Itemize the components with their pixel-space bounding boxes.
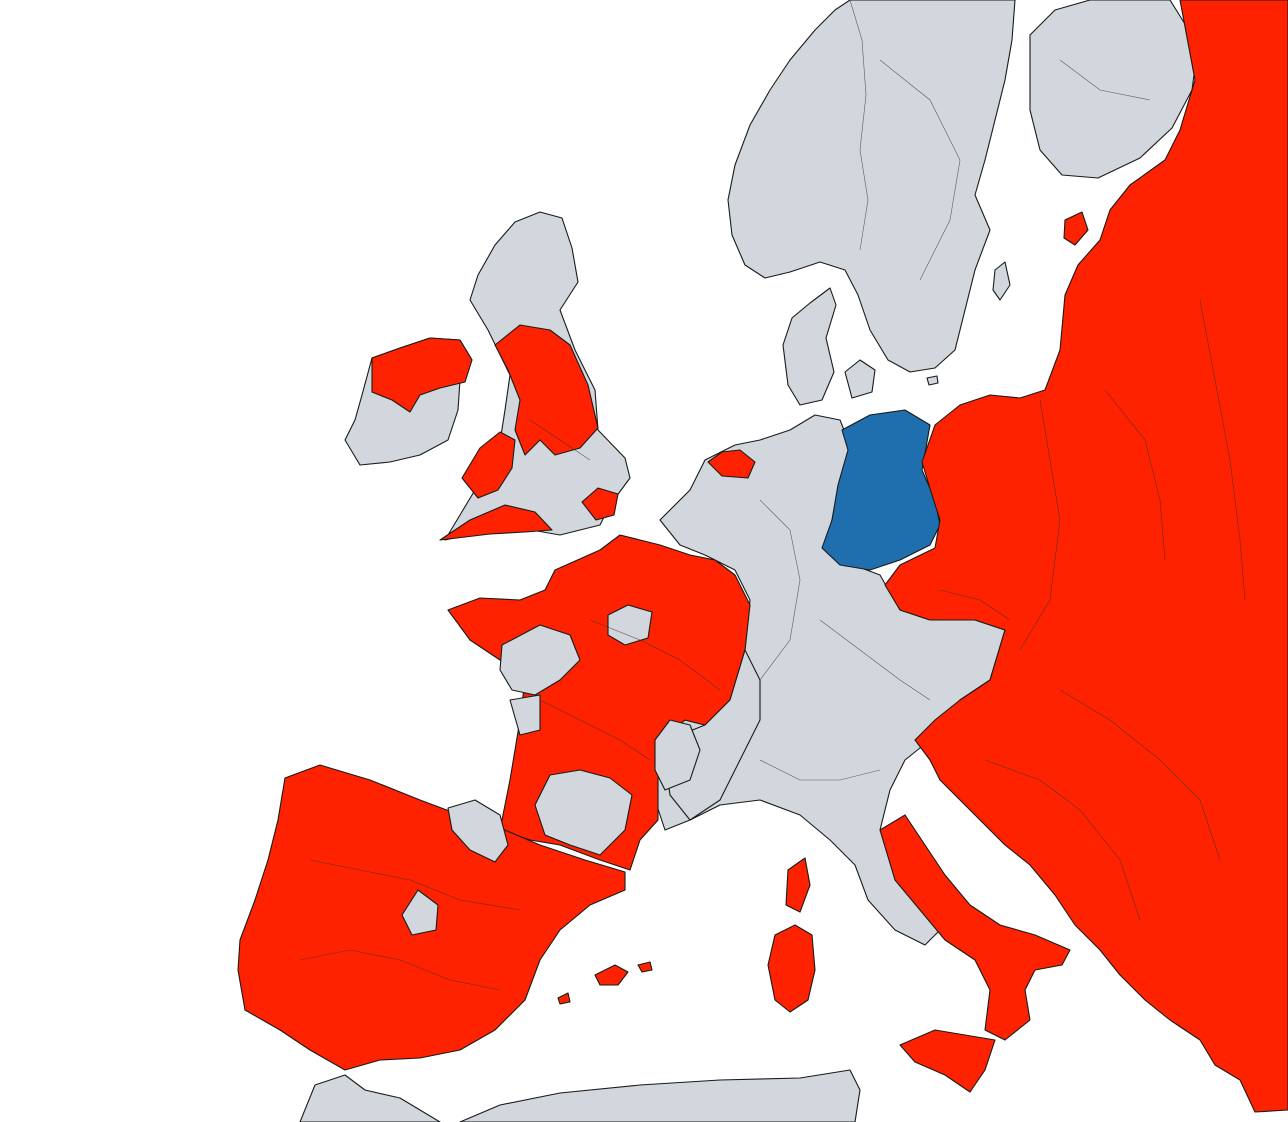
region-saaremaa — [1063, 211, 1089, 246]
region-madrid — [401, 889, 439, 936]
region-northern-england — [494, 324, 599, 456]
region-poitou — [509, 694, 541, 736]
region-gotland — [992, 261, 1011, 301]
region-auvergne — [654, 719, 701, 791]
region-scandinavia — [727, 0, 1016, 373]
region-balearics — [557, 961, 653, 1005]
region-north-holland — [707, 449, 756, 479]
region-bornholm — [926, 375, 939, 386]
region-ile-de-france — [607, 604, 653, 646]
region-ulster-west-ireland — [371, 337, 473, 413]
region-denmark — [782, 287, 837, 406]
region-wales — [461, 431, 516, 499]
region-eastern-europe — [884, 0, 1288, 1113]
region-north-africa-east — [459, 1069, 861, 1122]
region-zealand — [844, 359, 876, 399]
region-corsica — [785, 857, 811, 913]
region-basque-navarre — [447, 799, 509, 863]
region-occitanie — [534, 769, 633, 856]
region-north-africa — [299, 1074, 441, 1122]
region-southern-italy — [879, 814, 1071, 1041]
region-east-germany — [821, 409, 941, 571]
border-norway-sweden — [849, 0, 869, 251]
region-france-red — [447, 534, 751, 871]
region-loire-centre — [499, 624, 581, 696]
region-sardinia — [767, 924, 816, 1013]
region-london-kent — [581, 487, 619, 521]
internal-borders — [299, 59, 1246, 991]
region-south-west-england — [439, 504, 553, 541]
region-sicily — [899, 1029, 996, 1093]
region-finland — [1029, 0, 1199, 179]
